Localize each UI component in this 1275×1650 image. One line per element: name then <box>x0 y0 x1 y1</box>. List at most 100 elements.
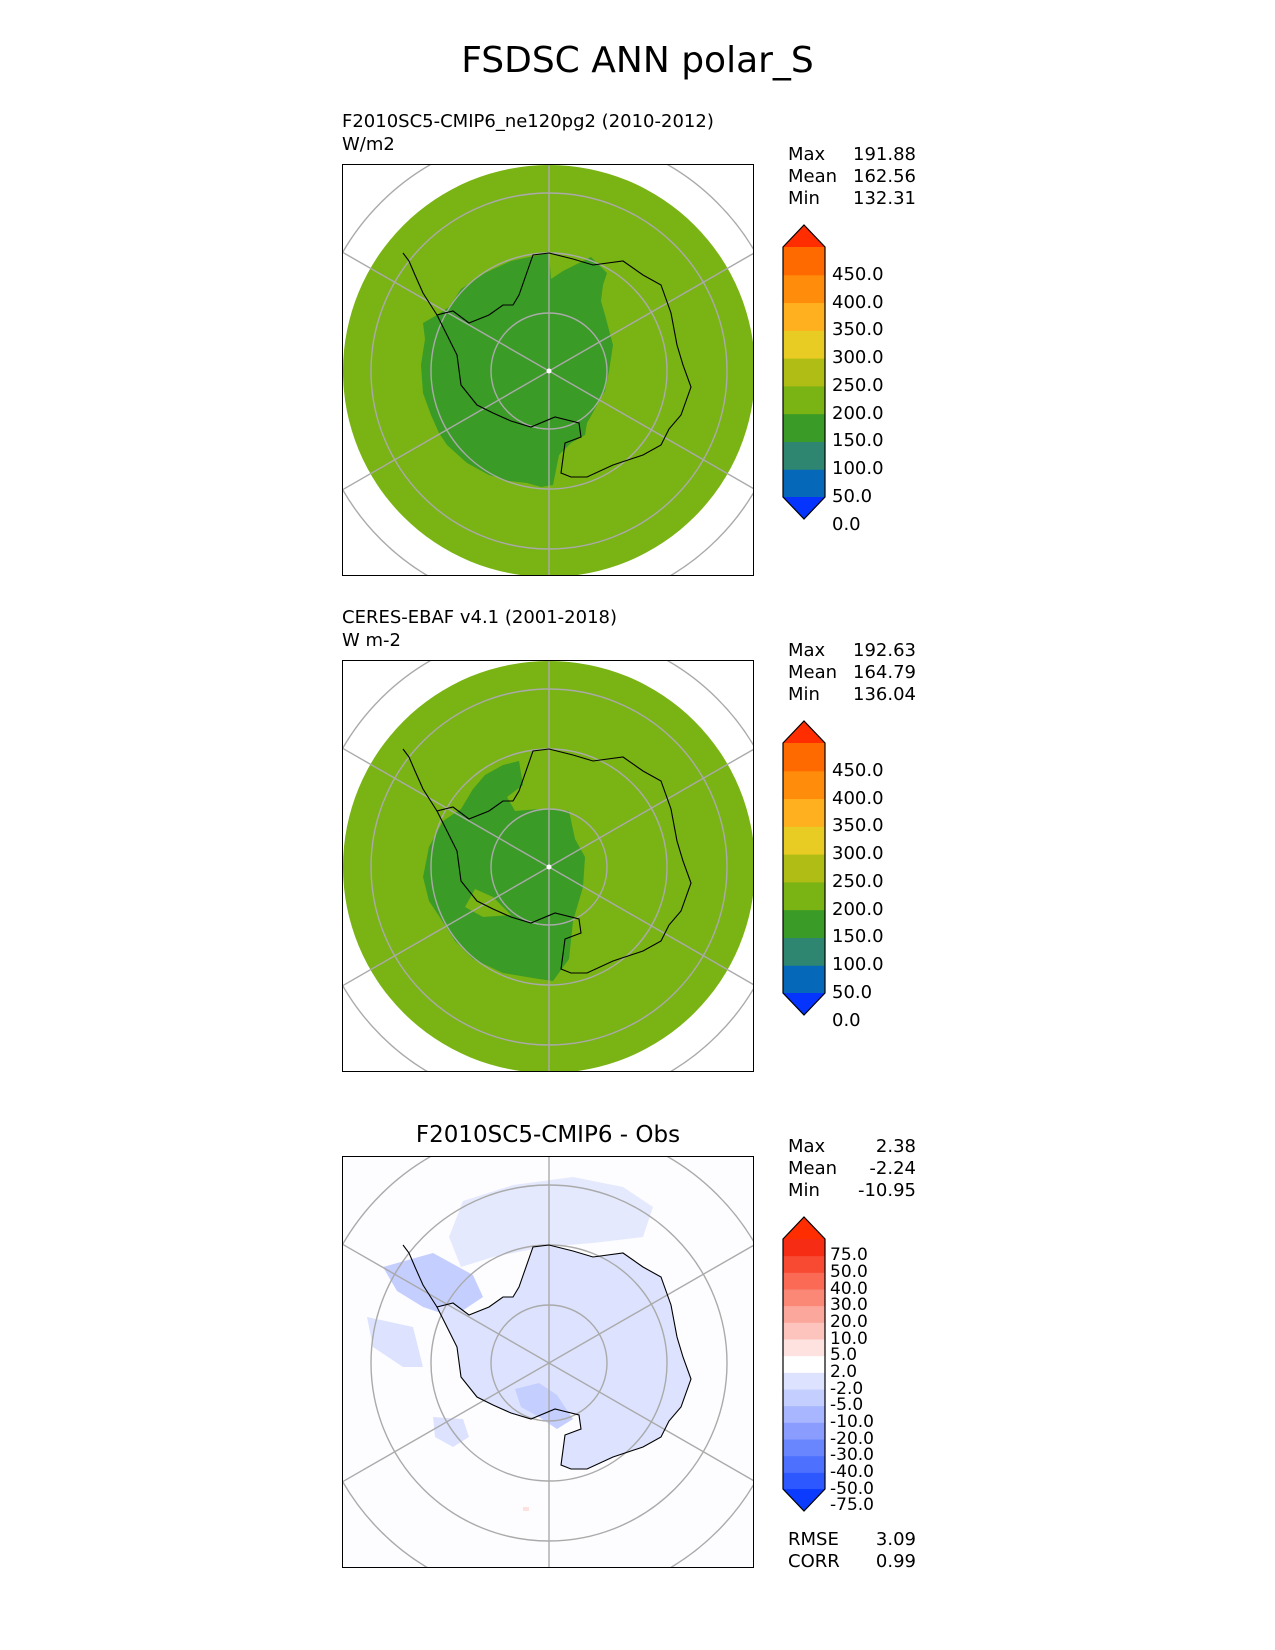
colorbar-segment <box>783 385 825 415</box>
colorbar-svg <box>782 224 826 520</box>
colorbar-tick-label: 50.0 <box>830 1261 868 1282</box>
colorbar-tick-label: -10.0 <box>830 1411 874 1432</box>
colorbar-segment <box>783 743 825 772</box>
colorbar-tick-label: 450.0 <box>832 759 884 781</box>
colorbar-tick-label: 250.0 <box>832 870 884 892</box>
colorbar-tick-label: -20.0 <box>830 1428 874 1449</box>
colorbar-extend-min <box>783 1489 825 1511</box>
colorbar-segment <box>783 937 825 966</box>
colorbar-segment <box>783 1405 825 1423</box>
colorbar-extend-max <box>783 721 825 743</box>
panel3-title: F2010SC5-CMIP6 - Obs <box>415 1122 681 1148</box>
colorbar-tick-label: -40.0 <box>830 1461 874 1482</box>
colorbar-segment <box>783 441 825 470</box>
panel3-plateau-field <box>437 1245 691 1469</box>
figure-title: FSDSC ANN polar_S <box>461 40 814 81</box>
colorbar-segment <box>783 1472 825 1490</box>
colorbar-segment <box>783 413 825 442</box>
colorbar-segment <box>783 1355 825 1373</box>
panel3-coastline <box>436 1244 692 1470</box>
colorbar-tick-label: 20.0 <box>830 1311 868 1332</box>
colorbar-tick-label: 350.0 <box>832 815 884 837</box>
colorbar-segment <box>783 798 825 827</box>
colorbar-tick-label: -5.0 <box>830 1395 864 1416</box>
colorbar-segment <box>783 854 825 883</box>
colorbar-segment <box>783 881 825 911</box>
colorbar-segment <box>783 1372 825 1390</box>
colorbar-tick-label: 400.0 <box>832 787 884 809</box>
panel3-skill-stats: RMSE 3.09 CORR 0.99 <box>788 1529 916 1572</box>
panel3-gridlines <box>343 1157 753 1567</box>
colorbar-svg <box>782 720 826 1016</box>
colorbar-tick-label: 0.0 <box>832 1009 861 1031</box>
panel1-stats: Max 191.88 Mean 162.56 Min 132.31 <box>788 144 916 209</box>
colorbar-tick-label: -2.0 <box>830 1378 864 1399</box>
colorbar-segment <box>783 1455 825 1473</box>
colorbar-segment <box>783 826 825 855</box>
panel1-coastline <box>436 252 692 478</box>
colorbar-tick-label: 100.0 <box>832 954 884 976</box>
colorbar-segment <box>783 358 825 387</box>
colorbar-tick-label: 50.0 <box>832 982 873 1003</box>
colorbar-tick-label: 100.0 <box>832 458 884 480</box>
colorbar-segment <box>783 1255 825 1273</box>
colorbar-tick-label: -50.0 <box>830 1478 874 1499</box>
panel3-stats: Max 2.38 Mean -2.24 Min -10.95 <box>788 1136 916 1201</box>
colorbar-tick-label: 10.0 <box>830 1328 868 1349</box>
panel1-plateau-field <box>421 253 613 487</box>
colorbar-segment <box>783 274 825 304</box>
panel2-map <box>342 660 754 1072</box>
colorbar-tick-label: -75.0 <box>830 1495 874 1516</box>
colorbar-tick-label: -30.0 <box>830 1445 874 1466</box>
colorbar-tick-label: 250.0 <box>832 374 884 396</box>
colorbar-segment <box>783 1422 825 1440</box>
colorbar-tick-label: 450.0 <box>832 263 884 285</box>
colorbar-svg <box>782 1216 826 1512</box>
panel2-plateau-field <box>423 761 585 981</box>
colorbar-tick-label: 150.0 <box>832 430 884 452</box>
colorbar-tick-label: 350.0 <box>832 319 884 341</box>
colorbar-tick-label: 150.0 <box>832 926 884 948</box>
colorbar-segment <box>783 330 825 359</box>
colorbar-tick-label: 0.0 <box>832 513 861 535</box>
colorbar-extend-max <box>783 225 825 247</box>
colorbar-extend-min <box>783 993 825 1015</box>
panel1-title: F2010SC5-CMIP6_ne120pg2 (2010-2012) <box>342 111 714 132</box>
colorbar-tick-label: 5.0 <box>830 1345 858 1366</box>
colorbar-segment <box>783 1239 825 1257</box>
colorbar-outline <box>782 720 826 1016</box>
colorbar-tick-label: 400.0 <box>832 291 884 313</box>
colorbar-tick-label: 300.0 <box>832 843 884 865</box>
colorbar-segment <box>783 469 825 498</box>
colorbar-tick-label: 50.0 <box>832 486 873 507</box>
colorbar-tick-label: 2.0 <box>830 1361 858 1382</box>
panel2-units: W m-2 <box>342 630 402 651</box>
colorbar-segment <box>783 1289 825 1307</box>
colorbar-tick-label: 75.0 <box>830 1245 868 1266</box>
colorbar-outline <box>782 1216 826 1512</box>
colorbar-segment <box>783 247 825 276</box>
colorbar-segment <box>783 909 825 938</box>
colorbar-segment <box>783 302 825 331</box>
colorbar-segment <box>783 1305 825 1323</box>
colorbar-extend-max <box>783 1217 825 1239</box>
colorbar-segment <box>783 1339 825 1357</box>
panel2-title: CERES-EBAF v4.1 (2001-2018) <box>342 607 618 628</box>
panel2-coastline <box>436 748 692 974</box>
panel1-map <box>342 164 754 576</box>
panel2-stats: Max 192.63 Mean 164.79 Min 136.04 <box>788 640 916 705</box>
colorbar-segment <box>783 1322 825 1340</box>
colorbar-tick-label: 30.0 <box>830 1295 868 1316</box>
panel1-units: W/m2 <box>342 134 395 155</box>
colorbar-tick-label: 300.0 <box>832 347 884 369</box>
colorbar-outline <box>782 224 826 520</box>
colorbar-tick-label: 200.0 <box>832 898 884 920</box>
colorbar-segment <box>783 1439 825 1457</box>
panel3-ocean-field <box>449 1177 653 1267</box>
colorbar-tick-label: 40.0 <box>830 1278 868 1299</box>
colorbar-segment <box>783 1389 825 1407</box>
panel3-map <box>342 1156 754 1568</box>
colorbar-segment <box>783 965 825 994</box>
colorbar-segment <box>783 1272 825 1290</box>
colorbar-extend-min <box>783 497 825 519</box>
